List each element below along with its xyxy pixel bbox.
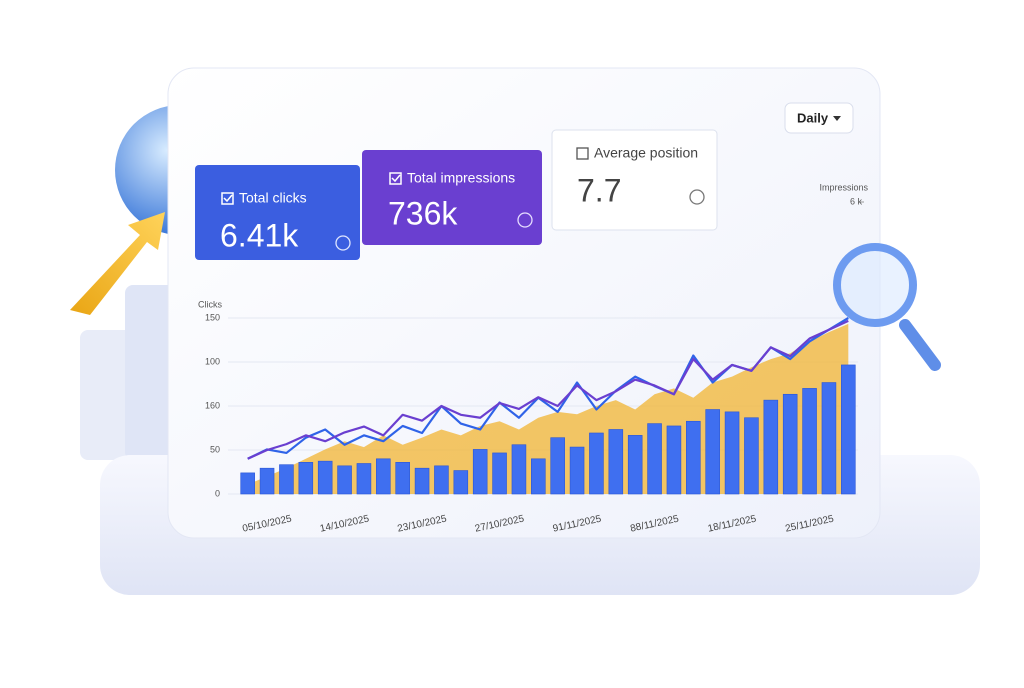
bar: [569, 446, 585, 495]
bar: [647, 423, 662, 495]
magnifier-handle: [899, 319, 941, 371]
check: [223, 194, 233, 203]
y-axis-title: Clicks: [198, 299, 222, 309]
card-value: 6.41k: [220, 217, 299, 253]
y-tick-label: 100: [205, 356, 220, 366]
bar: [259, 467, 275, 495]
bar: [531, 458, 546, 495]
bar: [550, 437, 565, 495]
bar: [666, 425, 682, 495]
bar: [434, 465, 449, 495]
bar: [763, 399, 779, 495]
bar: [240, 472, 255, 495]
checkbox[interactable]: [576, 147, 589, 160]
checkbox[interactable]: [389, 172, 402, 185]
bar: [589, 432, 604, 495]
bar: [821, 382, 837, 495]
check: [391, 174, 401, 183]
y-tick-label: 160: [205, 400, 220, 410]
bar: [337, 465, 352, 495]
y-tick-label: 150: [205, 312, 220, 322]
bar: [608, 429, 624, 495]
card-bg[interactable]: [362, 150, 542, 245]
line: [247, 319, 849, 460]
arrow: [70, 212, 165, 315]
dropdown-box[interactable]: [784, 102, 854, 134]
dropdown[interactable]: Daily: [784, 102, 854, 134]
card-label: Total impressions: [407, 170, 515, 186]
dropdown-label[interactable]: Daily: [797, 110, 829, 125]
bar: [492, 452, 507, 495]
bar: [627, 435, 643, 495]
card-value: 7.7: [577, 172, 621, 208]
card[interactable]: Total impressions 736k: [362, 150, 542, 245]
bar: [279, 464, 294, 495]
dropdown-caret: [833, 116, 841, 121]
bar: [395, 462, 410, 495]
card-bg[interactable]: [195, 165, 360, 260]
bar: [744, 417, 759, 495]
y-tick-label: 0: [215, 488, 220, 498]
y2-tick-label: 6 k: [850, 196, 863, 206]
bar: [686, 420, 701, 495]
bar: [414, 467, 430, 495]
card-label: Average position: [594, 145, 698, 161]
checkbox[interactable]: [221, 192, 234, 205]
magnifier-lens: [833, 243, 917, 327]
bar: [317, 460, 333, 495]
bar: [724, 411, 740, 495]
bar: [376, 458, 391, 495]
help-icon[interactable]: [689, 189, 705, 205]
bar: [782, 393, 798, 495]
bar: [356, 463, 372, 495]
help-icon[interactable]: [335, 235, 351, 251]
card-bg[interactable]: [551, 129, 718, 231]
bar: [511, 444, 527, 495]
card[interactable]: Total clicks 6.41k: [195, 165, 360, 260]
y-tick-label: 50: [210, 444, 220, 454]
bar: [472, 449, 488, 495]
bar: [453, 470, 469, 495]
card-label: Total clicks: [239, 190, 307, 206]
card-value: 736k: [388, 195, 458, 231]
help-icon[interactable]: [517, 212, 533, 228]
card[interactable]: Average position 7.7: [551, 129, 718, 231]
bar: [298, 462, 314, 495]
bar: [705, 409, 720, 495]
bar: [802, 388, 817, 495]
bar: [841, 364, 856, 495]
y2-axis-title: Impressions: [819, 182, 868, 192]
magnifier: [833, 243, 941, 371]
